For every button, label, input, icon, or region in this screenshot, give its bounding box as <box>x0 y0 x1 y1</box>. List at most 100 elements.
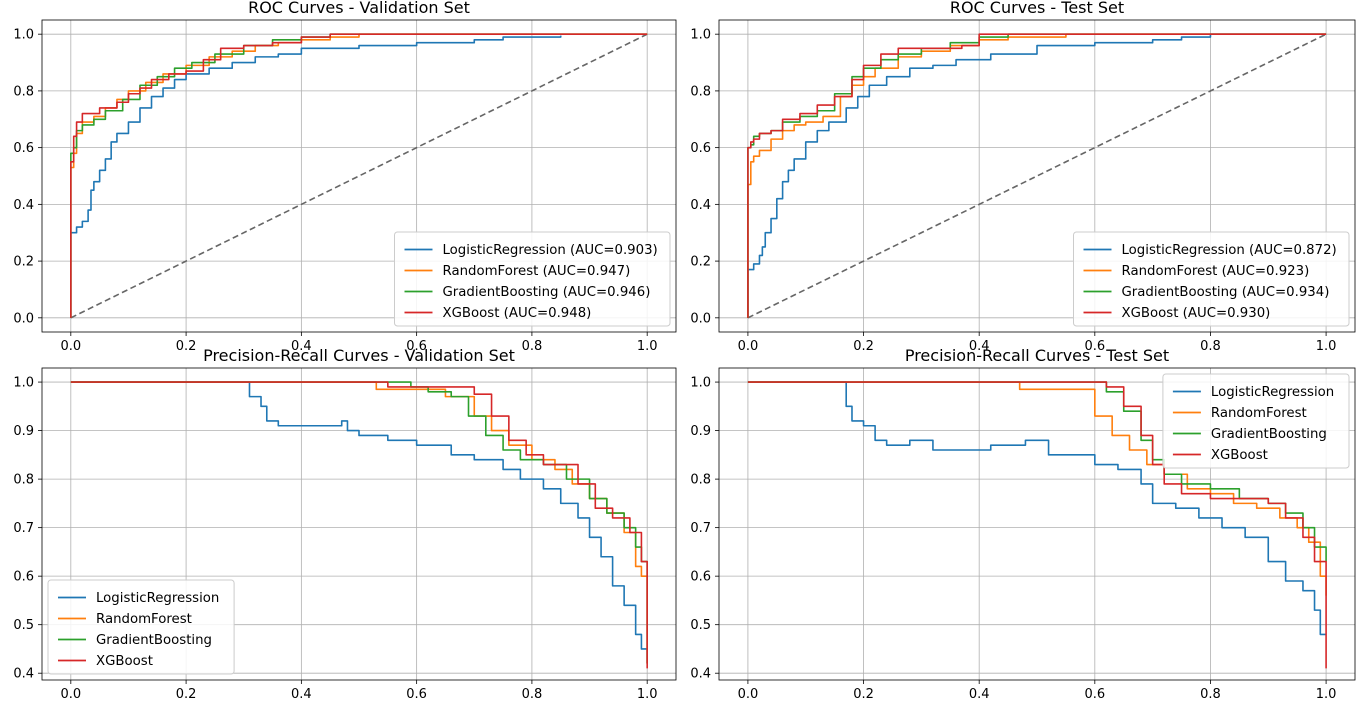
x-tick-label: 0.2 <box>853 687 874 702</box>
chart-panel-0: 0.0 0.2 0.4 0.6 0.8 1.0 0.0 0.2 0.4 0.6 0.8 1.0 ROC … <box>13 0 677 354</box>
y-tick-label: 1.0 <box>690 376 711 391</box>
y-tick-label: 0.9 <box>13 424 34 439</box>
x-tick-label: 0.2 <box>176 339 197 354</box>
series-line-LogisticRegression <box>70 35 562 318</box>
series-line-GradientBoosting <box>70 33 648 318</box>
chart-title: Precision-Recall Curves - Validation Set <box>203 346 515 365</box>
x-tick-label: 0.0 <box>738 339 759 354</box>
legend-label: RandomForest (AUC=0.947) <box>443 264 631 279</box>
legend-box <box>1073 231 1350 327</box>
legend-label: GradientBoosting (AUC=0.934) <box>1122 285 1330 300</box>
legend-label: LogisticRegression (AUC=0.872) <box>1122 243 1337 258</box>
y-tick-label: 0.5 <box>13 618 34 633</box>
axes-frame <box>718 367 1356 681</box>
series-line-LogisticRegression <box>70 381 648 664</box>
series-line-LogisticRegression <box>747 381 1327 636</box>
y-tick-label: 0.2 <box>690 255 711 270</box>
y-tick-label: 0.6 <box>690 141 711 156</box>
series-line-XGBoost <box>70 381 648 669</box>
y-tick-label: 0.6 <box>13 141 34 156</box>
y-tick-label: 0.6 <box>690 570 711 585</box>
axes-frame <box>41 367 677 681</box>
x-tick-label: 0.8 <box>1200 339 1221 354</box>
legend-label: RandomForest <box>96 612 192 627</box>
legend-label: XGBoost (AUC=0.930) <box>1122 306 1271 321</box>
legend: LogisticRegression RandomForest GradientBo… <box>1162 373 1350 469</box>
chart-title: ROC Curves - Test Set <box>950 0 1124 17</box>
legend-box <box>47 579 235 675</box>
legend-label: LogisticRegression <box>96 591 219 606</box>
y-tick-label: 0.4 <box>13 667 34 682</box>
y-tick-label: 0.4 <box>690 198 711 213</box>
x-tick-label: 0.2 <box>176 687 197 702</box>
legend: LogisticRegression (AUC=0.903) RandomFore… <box>394 231 671 327</box>
chart-title: ROC Curves - Validation Set <box>248 0 470 17</box>
x-tick-label: 0.6 <box>1084 687 1105 702</box>
legend-box <box>394 231 671 327</box>
y-tick-label: 1.0 <box>690 28 711 43</box>
x-tick-label: 1.0 <box>637 687 658 702</box>
chart-panel-1: 0.0 0.2 0.4 0.6 0.8 1.0 0.0 0.2 0.4 0.6 0.8 1.0 ROC … <box>690 0 1356 354</box>
x-tick-label: 0.4 <box>969 687 990 702</box>
x-tick-label: 0.8 <box>522 339 543 354</box>
legend-label: RandomForest <box>1211 406 1307 421</box>
legend-label: GradientBoosting <box>1211 427 1327 442</box>
y-tick-label: 0.2 <box>13 255 34 270</box>
legend-label: GradientBoosting (AUC=0.946) <box>443 285 651 300</box>
series-line-XGBoost <box>70 33 648 318</box>
y-tick-label: 0.0 <box>690 311 711 326</box>
x-tick-label: 0.4 <box>291 687 312 702</box>
chance-diagonal-line <box>70 33 648 319</box>
y-tick-label: 1.0 <box>13 28 34 43</box>
x-tick-label: 0.8 <box>522 687 543 702</box>
y-tick-label: 0.4 <box>13 198 34 213</box>
y-tick-label: 0.8 <box>13 473 34 488</box>
chart-panel-2: 0.0 0.2 0.4 0.6 0.8 1.0 0.4 0.5 0.6 0.7 0.8 0.9 1.0 P… <box>13 346 677 702</box>
legend-label: RandomForest (AUC=0.923) <box>1122 264 1310 279</box>
x-tick-label: 1.0 <box>637 339 658 354</box>
legend: LogisticRegression (AUC=0.872) RandomFore… <box>1073 231 1350 327</box>
y-tick-label: 0.6 <box>13 570 34 585</box>
legend-label: LogisticRegression <box>1211 385 1334 400</box>
y-tick-label: 0.9 <box>690 424 711 439</box>
y-tick-label: 0.7 <box>690 521 711 536</box>
legend-label: XGBoost (AUC=0.948) <box>443 306 592 321</box>
x-tick-label: 0.4 <box>969 339 990 354</box>
y-tick-label: 0.5 <box>690 618 711 633</box>
y-tick-label: 1.0 <box>13 376 34 391</box>
x-tick-label: 0.6 <box>1084 339 1105 354</box>
y-tick-label: 0.4 <box>690 667 711 682</box>
x-tick-label: 0.0 <box>60 687 81 702</box>
x-tick-label: 0.0 <box>60 339 81 354</box>
series-line-XGBoost <box>747 33 1327 318</box>
legend-label: GradientBoosting <box>96 633 212 648</box>
x-tick-label: 0.6 <box>406 339 427 354</box>
series-line-LogisticRegression <box>747 33 1327 318</box>
series-line-GradientBoosting <box>70 381 648 664</box>
legend-label: XGBoost <box>1211 448 1268 463</box>
x-tick-label: 0.8 <box>1200 687 1221 702</box>
x-tick-label: 1.0 <box>1316 687 1337 702</box>
axes-frame <box>718 19 1356 333</box>
y-tick-label: 0.0 <box>13 311 34 326</box>
chart-panel-3: 0.0 0.2 0.4 0.6 0.8 1.0 0.4 0.5 0.6 0.7 0.8 0.9 1.0 P… <box>690 346 1356 702</box>
x-tick-label: 0.2 <box>853 339 874 354</box>
y-tick-label: 0.8 <box>690 473 711 488</box>
chart-title: Precision-Recall Curves - Test Set <box>905 346 1169 365</box>
y-tick-label: 0.8 <box>13 84 34 99</box>
x-tick-label: 0.4 <box>291 339 312 354</box>
legend-label: XGBoost <box>96 654 153 669</box>
series-line-XGBoost <box>747 381 1327 669</box>
legend: LogisticRegression RandomForest GradientBo… <box>47 579 235 675</box>
legend-box <box>1162 373 1350 469</box>
axes-frame <box>41 19 677 333</box>
y-tick-label: 0.7 <box>13 521 34 536</box>
y-tick-label: 0.8 <box>690 84 711 99</box>
x-tick-label: 1.0 <box>1316 339 1337 354</box>
chance-diagonal-line <box>747 33 1327 319</box>
x-tick-label: 0.0 <box>738 687 759 702</box>
series-line-GradientBoosting <box>747 33 1327 318</box>
x-tick-label: 0.6 <box>406 687 427 702</box>
legend-label: LogisticRegression (AUC=0.903) <box>443 243 658 258</box>
